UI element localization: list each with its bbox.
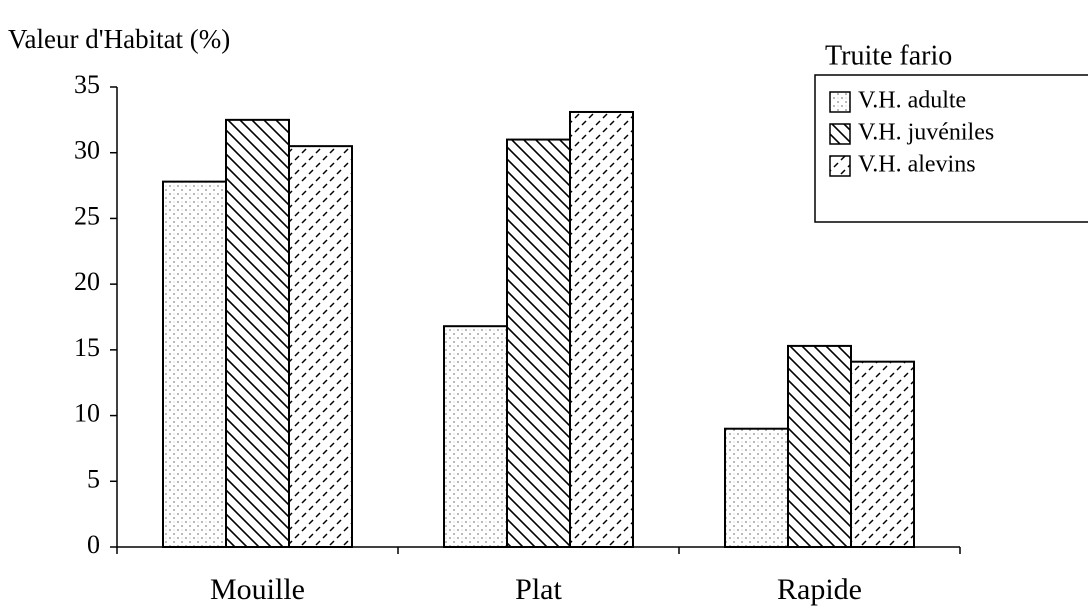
bar bbox=[506, 138, 571, 548]
bar bbox=[850, 360, 915, 548]
legend-title: Truite fario bbox=[825, 40, 952, 71]
legend-label: V.H. adulte bbox=[858, 88, 966, 114]
y-tick-label: 10 bbox=[74, 399, 100, 428]
bar bbox=[724, 427, 789, 549]
chart-title: Valeur d'Habitat (%) bbox=[8, 24, 230, 54]
bar bbox=[225, 118, 290, 548]
legend-label: V.H. juvéniles bbox=[858, 120, 994, 146]
y-tick-label: 0 bbox=[87, 530, 100, 559]
bar bbox=[443, 325, 508, 549]
legend-swatch bbox=[829, 155, 851, 177]
y-tick-label: 20 bbox=[74, 267, 100, 296]
y-tick-label: 30 bbox=[74, 136, 100, 165]
legend-swatch bbox=[829, 91, 851, 113]
y-tick-label: 25 bbox=[74, 201, 100, 230]
bar bbox=[787, 344, 852, 548]
legend-box bbox=[814, 74, 1088, 223]
y-tick-label: 5 bbox=[87, 464, 100, 493]
bar bbox=[569, 110, 634, 548]
y-tick-label: 35 bbox=[74, 70, 100, 99]
legend-swatch bbox=[829, 123, 851, 145]
bar bbox=[288, 145, 353, 548]
y-tick-label: 15 bbox=[74, 333, 100, 362]
bar bbox=[162, 180, 227, 548]
legend-label: V.H. alevins bbox=[858, 152, 976, 178]
x-tick-label: Mouille bbox=[210, 573, 305, 606]
x-tick-label: Rapide bbox=[777, 573, 862, 606]
x-tick-label: Plat bbox=[515, 573, 562, 606]
